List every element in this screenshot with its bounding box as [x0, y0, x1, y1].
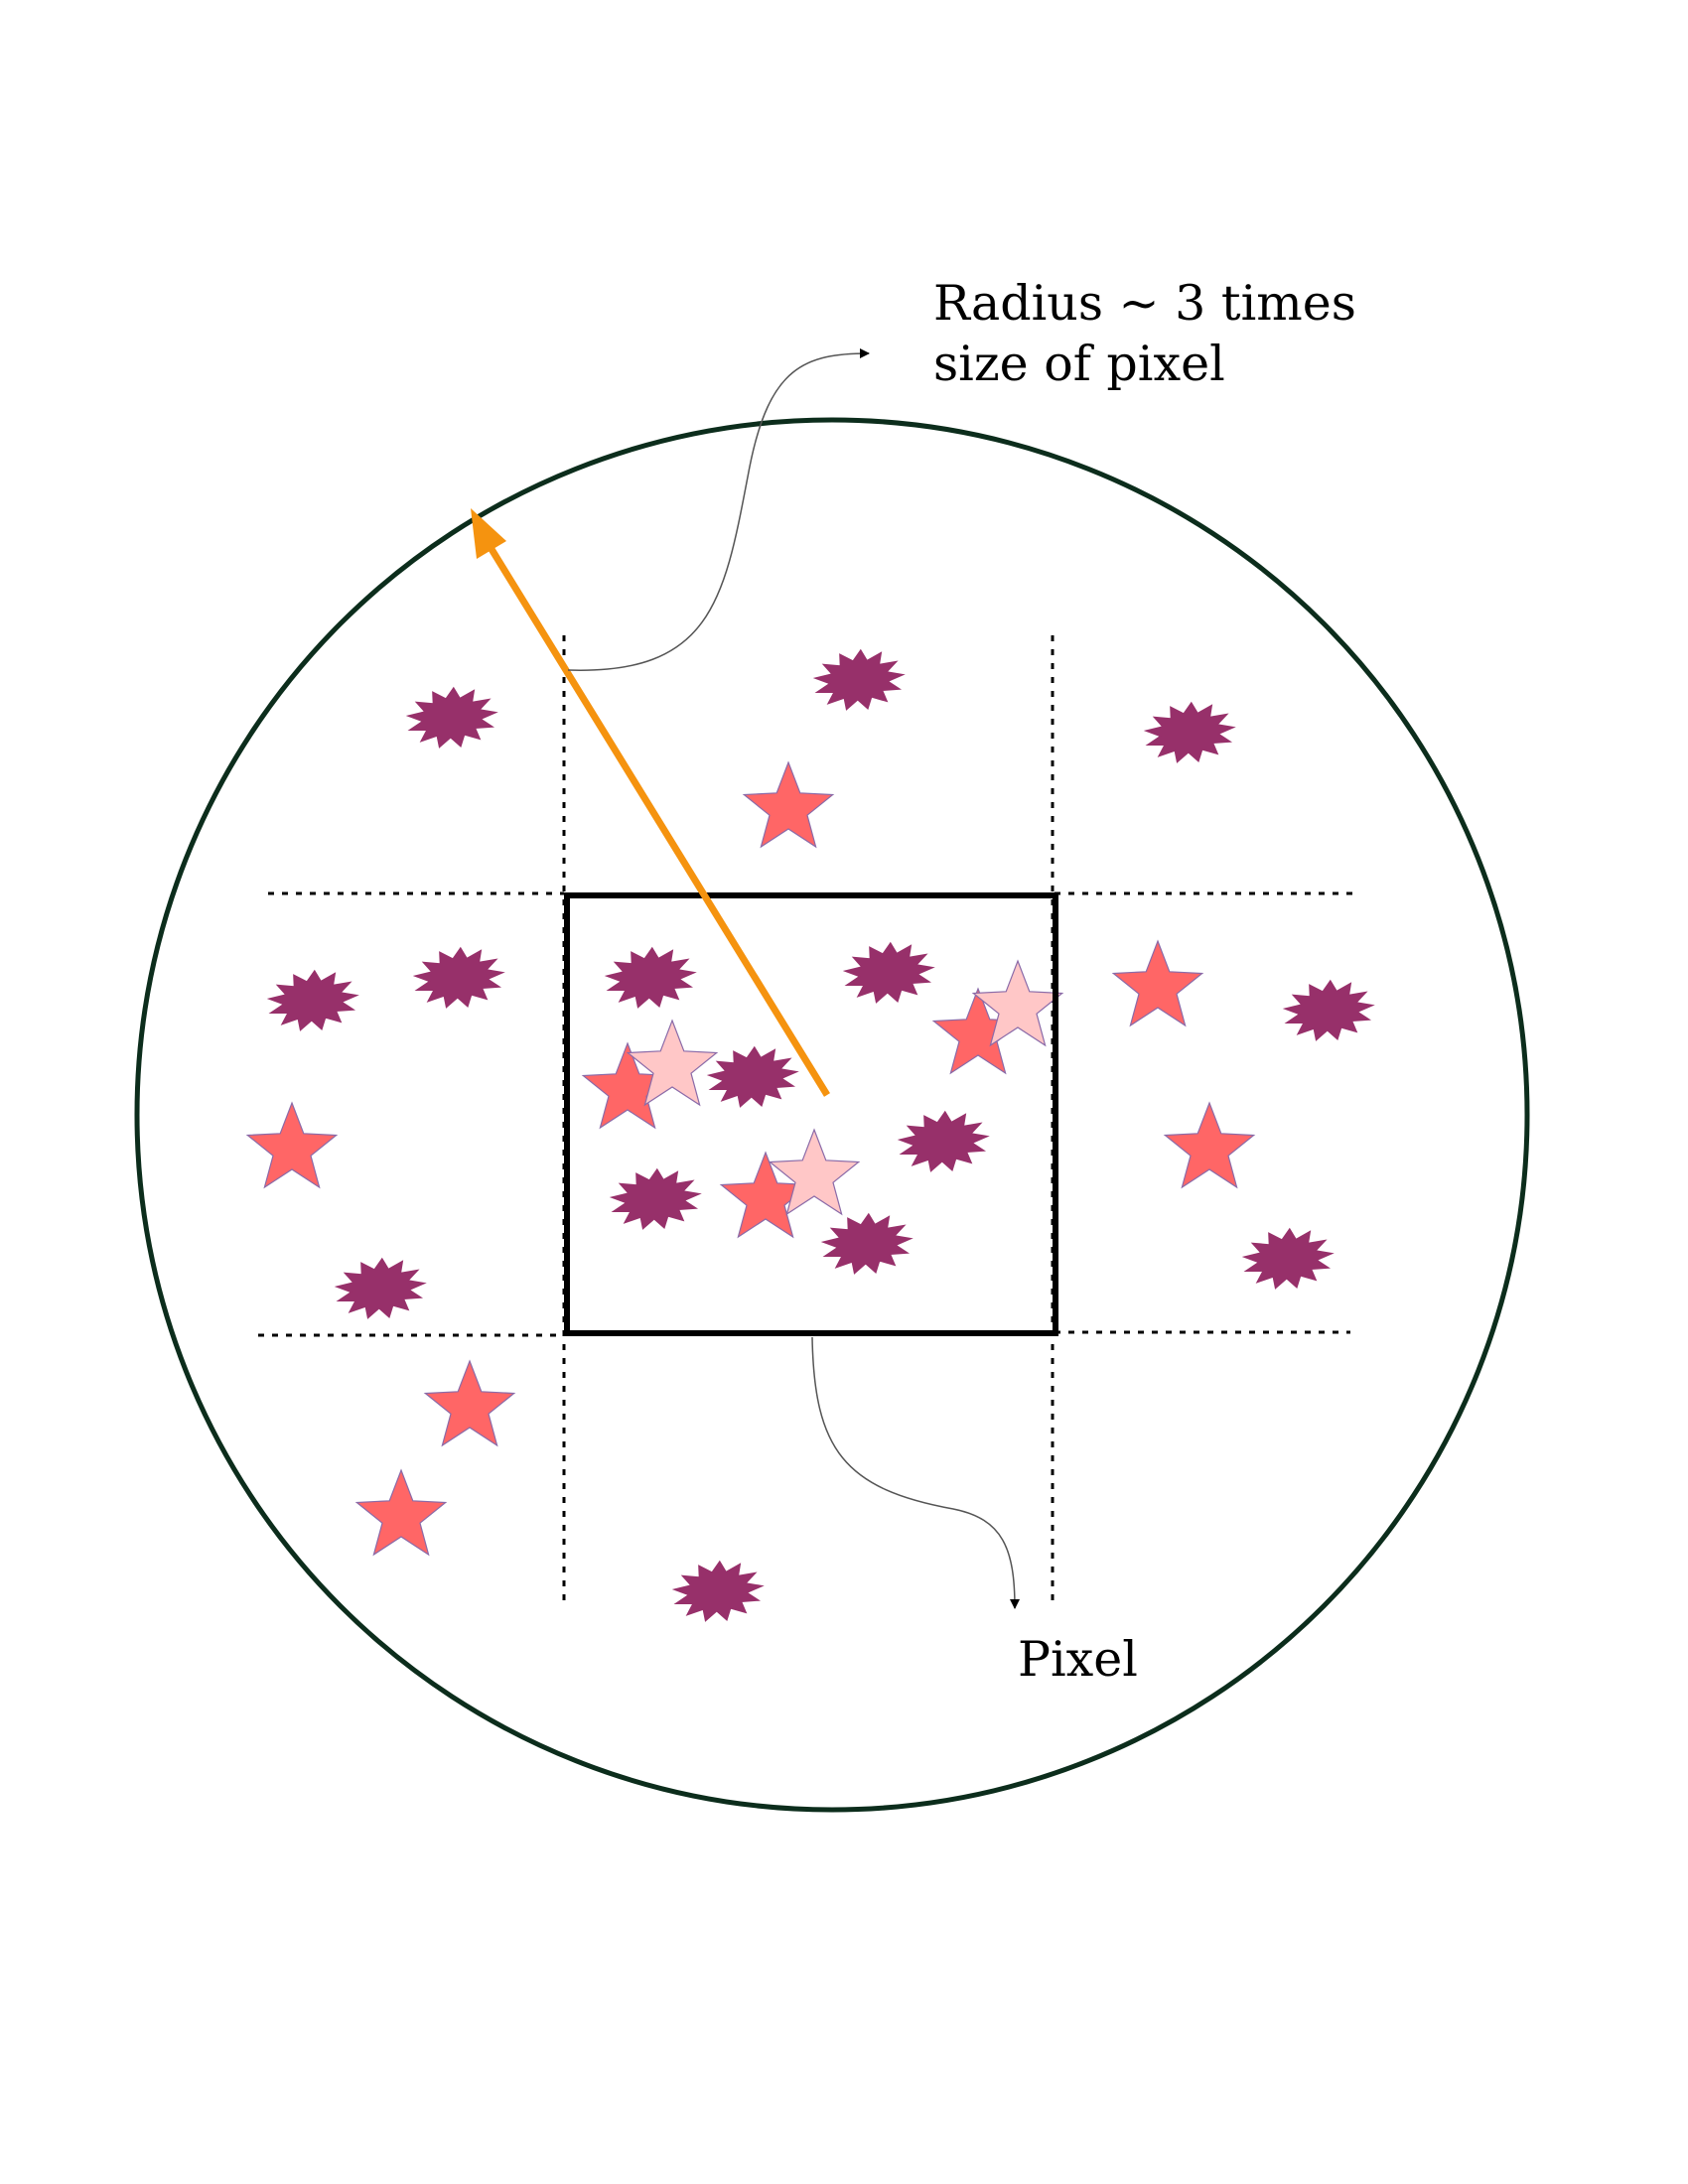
pixel-leader-line — [811, 1336, 1020, 1609]
five-point-star-icon — [423, 1359, 516, 1447]
faded-five-point-star-icon — [626, 1019, 719, 1107]
five-point-star-icon — [742, 760, 835, 849]
faded-five-point-star-icon — [971, 959, 1064, 1047]
neighbor-pixel-grid — [258, 635, 1358, 1606]
five-point-star-icon — [354, 1468, 448, 1557]
burst-shape-icon — [1241, 1227, 1335, 1290]
central-pixel-box — [564, 892, 1058, 1336]
five-point-star-icon — [1111, 939, 1204, 1027]
radius-leader-line — [567, 348, 870, 671]
burst-shape-icon — [609, 1167, 702, 1230]
pixel-label: Pixel — [1018, 1631, 1138, 1688]
five-point-star-icon — [245, 1101, 339, 1189]
radius-label-line-1: Radius ~ 3 times — [933, 275, 1356, 332]
radius-arrow-shaft — [484, 539, 830, 1097]
burst-shape-icon — [334, 1257, 427, 1319]
search-radius-circle — [134, 417, 1530, 1813]
sources-layer — [245, 648, 1375, 1622]
burst-shape-icon — [812, 648, 906, 711]
burst-shape-icon — [842, 941, 935, 1004]
radius-arrow — [471, 508, 830, 1097]
burst-shape-icon — [897, 1110, 990, 1172]
radius-arrow-head — [471, 508, 506, 559]
burst-shape-icon — [1143, 701, 1236, 763]
burst-shape-icon — [706, 1045, 799, 1108]
burst-shape-icon — [820, 1212, 914, 1275]
faded-five-point-star-icon — [768, 1128, 861, 1216]
burst-shape-icon — [1282, 979, 1375, 1041]
five-point-star-icon — [1163, 1101, 1256, 1189]
radius-label-line-2: size of pixel — [933, 336, 1225, 392]
burst-shape-icon — [604, 946, 697, 1009]
burst-shape-icon — [266, 969, 359, 1031]
burst-shape-icon — [405, 686, 498, 749]
burst-shape-icon — [671, 1560, 765, 1622]
burst-shape-icon — [412, 946, 505, 1009]
